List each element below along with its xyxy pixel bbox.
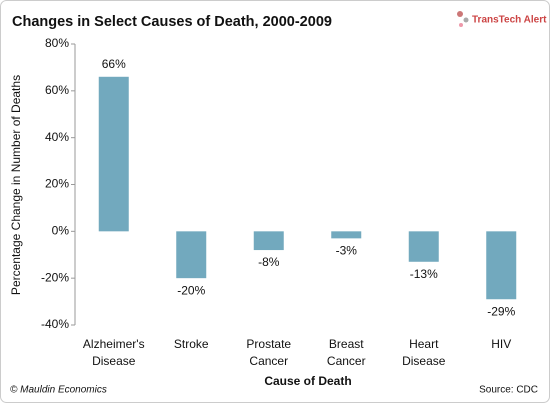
bar	[408, 231, 439, 262]
bar	[331, 231, 362, 239]
bar	[98, 76, 129, 232]
bar	[176, 231, 207, 279]
value-label: -29%	[487, 304, 515, 318]
footer-left: © Mauldin Economics	[10, 385, 107, 396]
x-tick-label: Heart Disease	[402, 337, 446, 368]
x-tick-label: Prostate Cancer	[246, 337, 291, 368]
y-tick-label: 40%	[45, 130, 69, 144]
y-tick-label: 60%	[45, 83, 69, 97]
y-tick-label: -40%	[41, 317, 69, 331]
chart-title: Changes in Select Causes of Death, 2000-…	[12, 14, 332, 30]
x-tick-label: Breast Cancer	[327, 337, 366, 368]
bar	[486, 231, 517, 300]
footer-right: Source: CDC	[479, 385, 538, 396]
x-axis-title: Cause of Death	[264, 374, 351, 388]
y-tick-label: 20%	[45, 177, 69, 191]
logo-text: TransTech Alert	[472, 15, 547, 26]
value-label: -13%	[410, 267, 438, 281]
x-tick-label: HIV	[491, 337, 511, 351]
y-tick-label: -20%	[41, 270, 69, 284]
x-tick-label: Stroke	[174, 337, 209, 351]
value-label: -8%	[258, 255, 280, 269]
value-label: 66%	[102, 57, 126, 71]
y-tick-label: 80%	[45, 36, 69, 50]
logo-icon	[457, 11, 469, 27]
x-tick-label: Alzheimer's Disease	[83, 337, 145, 368]
bar	[253, 231, 284, 251]
value-label: -20%	[177, 283, 205, 297]
y-tick-label: 0%	[52, 224, 70, 238]
y-axis-title: Percentage Change in Number of Deaths	[9, 75, 23, 295]
value-label: -3%	[336, 244, 358, 258]
